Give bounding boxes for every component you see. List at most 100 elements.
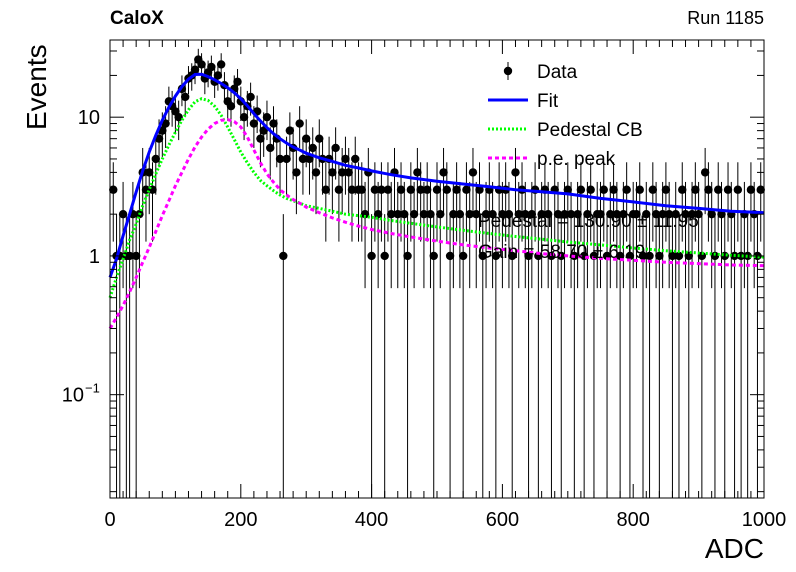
legend-label: Data [537, 62, 578, 83]
data-point [566, 209, 576, 219]
data-point [452, 185, 461, 194]
plot-frame [109, 39, 765, 499]
data-point [514, 209, 523, 219]
data-point [723, 185, 733, 194]
data-point [625, 251, 635, 261]
data-point [266, 143, 275, 153]
data-point [707, 209, 716, 219]
data-point [302, 134, 311, 143]
data-point [615, 251, 625, 261]
data-point [396, 185, 406, 194]
data-point [321, 185, 331, 194]
data-point [226, 101, 236, 111]
data-point [710, 251, 720, 261]
data-point [645, 251, 654, 261]
data-point [406, 185, 416, 194]
data-point [351, 154, 360, 164]
data-point [700, 168, 710, 177]
data-point [239, 112, 249, 122]
data-point [661, 185, 671, 194]
data-point [393, 209, 402, 219]
data-point [445, 251, 455, 261]
data-point [537, 209, 546, 219]
data-point [576, 185, 586, 194]
data-point [285, 126, 295, 135]
data-point [481, 209, 491, 219]
data-point [589, 251, 599, 261]
data-point [413, 168, 422, 177]
data-point [125, 251, 134, 261]
data-point [181, 92, 190, 102]
data-point [491, 251, 501, 261]
data-point [658, 209, 667, 219]
data-point [573, 209, 582, 219]
data-point [619, 209, 628, 219]
data-point [341, 154, 350, 164]
data-point [367, 251, 376, 261]
curve-p-e-peak [108, 118, 765, 330]
curve-fit [108, 72, 765, 278]
data-point [370, 185, 380, 194]
data-point [504, 209, 514, 219]
data-point [275, 154, 285, 164]
data-point [233, 77, 242, 86]
data-point [337, 168, 347, 177]
data-point [429, 251, 438, 261]
data-point [357, 185, 366, 194]
data-point [295, 119, 304, 128]
x-tick-label: 200 [224, 509, 257, 531]
data-point [671, 209, 680, 219]
x-tick-label: 0 [104, 509, 115, 531]
y-tick-label: 10 [62, 385, 84, 407]
data-point [563, 185, 572, 194]
data-point [197, 60, 206, 69]
data-point [154, 134, 164, 143]
data-point [305, 154, 314, 164]
annotation-gain: Gain = 58.70 ± 6.19 [478, 242, 645, 263]
data-point [655, 251, 664, 261]
data-point [488, 209, 497, 219]
data-point [174, 112, 183, 122]
legend: Data Fit Pedestal CB p.e. peak [488, 62, 643, 170]
data-point [674, 251, 684, 261]
data-point [746, 185, 756, 194]
data-point [380, 251, 389, 261]
data-point [543, 209, 553, 219]
data-point [521, 209, 530, 219]
data-point [596, 209, 605, 219]
chart-title-right: Run 1185 [687, 8, 764, 28]
data-point [678, 185, 687, 194]
data-point [298, 154, 308, 164]
data-point [360, 209, 370, 219]
data-point [145, 168, 154, 177]
data-point [468, 168, 478, 177]
data-point [632, 209, 641, 219]
data-point [387, 209, 396, 219]
data-point [462, 185, 471, 194]
data-point [668, 251, 677, 261]
data-point [599, 185, 608, 194]
data-point [511, 168, 520, 177]
x-tick-label: 600 [486, 509, 519, 531]
data-point [131, 251, 141, 261]
x-tick-label: 400 [355, 509, 388, 531]
legend-label: Fit [537, 91, 559, 112]
data-point [373, 209, 383, 219]
data-point [269, 119, 278, 128]
data-point [216, 60, 226, 69]
data-point [609, 185, 618, 194]
data-point [262, 112, 272, 122]
y-tick-label: 1 [89, 246, 100, 268]
data-point [642, 209, 651, 219]
data-point [664, 209, 674, 219]
data-point [472, 209, 481, 219]
chart-title-left: CaloX [110, 8, 164, 29]
legend-data-marker [503, 66, 513, 76]
data-point [246, 92, 255, 102]
x-tick-label: 800 [617, 509, 650, 531]
data-point [449, 209, 458, 219]
data-point [416, 185, 425, 194]
data-point [377, 185, 386, 194]
legend-label: Pedestal CB [537, 120, 643, 141]
data-point [279, 251, 288, 261]
